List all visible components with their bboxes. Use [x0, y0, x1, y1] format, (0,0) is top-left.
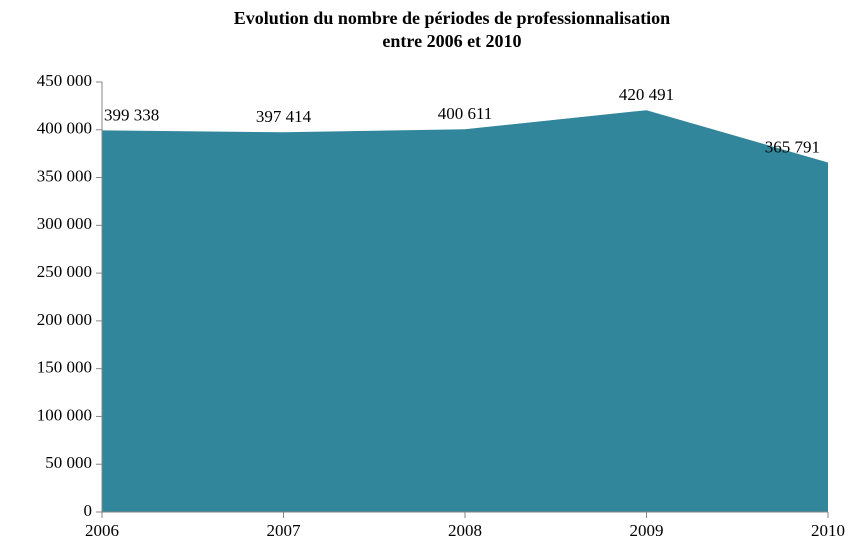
chart-title: Evolution du nombre de périodes de profe…	[234, 8, 670, 28]
y-tick-label: 300 000	[37, 214, 92, 233]
data-label: 365 791	[765, 137, 820, 156]
y-tick-label: 0	[84, 501, 93, 520]
chart-title: entre 2006 et 2010	[382, 31, 521, 51]
x-tick-label: 2006	[85, 521, 119, 540]
y-tick-label: 350 000	[37, 166, 92, 185]
data-label: 400 611	[438, 104, 493, 123]
x-tick-label: 2008	[448, 521, 482, 540]
data-label: 399 338	[104, 105, 159, 124]
y-tick-label: 100 000	[37, 405, 92, 424]
area	[102, 110, 828, 513]
y-tick-label: 450 000	[37, 71, 92, 90]
y-tick-label: 250 000	[37, 262, 92, 281]
x-tick-label: 2007	[267, 521, 302, 540]
data-label: 397 414	[256, 107, 312, 126]
x-tick-label: 2010	[811, 521, 845, 540]
y-tick-label: 50 000	[45, 453, 92, 472]
y-tick-label: 150 000	[37, 358, 92, 377]
y-tick-label: 400 000	[37, 119, 92, 138]
data-label: 420 491	[619, 85, 674, 104]
y-tick-label: 200 000	[37, 310, 92, 329]
x-tick-label: 2009	[630, 521, 664, 540]
